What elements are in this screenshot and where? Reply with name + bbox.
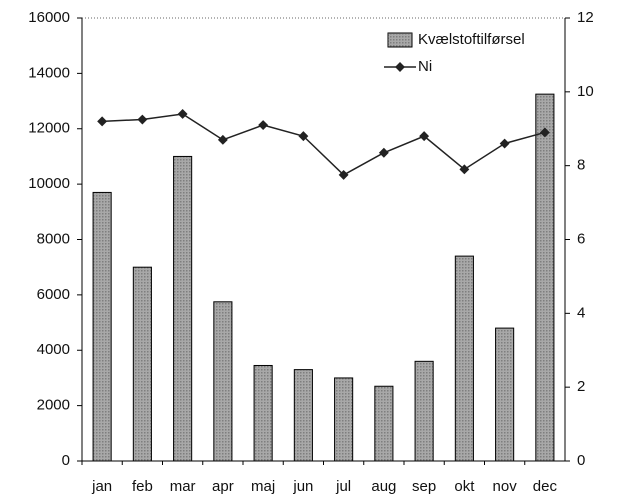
x-tick-label: apr [212,478,234,495]
y2-tick-label: 10 [577,83,594,100]
y-tick-label: 12000 [28,120,70,137]
legend-swatch-pattern [388,33,412,47]
bar [213,301,233,462]
y-tick-label: 0 [62,452,70,469]
line-marker [539,127,550,138]
x-tick-label: jun [292,478,313,495]
legend-marker [395,62,405,72]
y-tick-label: 8000 [37,230,70,247]
bar [535,93,555,462]
line [102,113,546,176]
line-marker [378,147,389,158]
x-tick-label: jan [91,478,112,495]
line-marker [258,120,269,131]
legend-label: Ni [418,58,432,75]
x-tick-label: mar [170,478,196,495]
y2-tick-label: 12 [577,9,594,26]
x-tick-label: aug [371,478,396,495]
line-marker [177,109,188,119]
bar [173,155,193,462]
bar [293,369,313,462]
bar [495,327,515,462]
x-tick-label: dec [533,478,558,495]
x-tick-label: sep [412,478,436,495]
bar [334,377,354,462]
y-tick-label: 2000 [37,397,70,414]
y2-tick-label: 0 [577,452,585,469]
y-tick-label: 10000 [28,175,70,192]
y2-tick-label: 8 [577,157,585,174]
y-tick-label: 4000 [37,341,70,358]
line-marker [137,114,148,125]
bar [414,360,434,462]
y-tick-label: 16000 [28,9,70,26]
line-marker [459,164,470,175]
legend-label: Kvælstoftilførsel [418,31,525,48]
x-tick-label: okt [454,478,475,495]
bar [454,255,474,462]
bar [374,385,394,462]
y-tick-label: 14000 [28,64,70,81]
x-tick-label: feb [132,478,153,495]
y-tick-label: 6000 [37,286,70,303]
line-marker [499,138,510,149]
bar [253,364,273,462]
y2-tick-label: 2 [577,378,585,395]
line-marker [338,169,349,180]
line-marker [97,116,108,127]
x-tick-label: jul [335,478,351,495]
x-tick-label: maj [251,478,275,495]
bar [132,266,152,462]
line-marker [217,134,228,145]
y2-tick-label: 4 [577,304,585,321]
x-tick-label: nov [493,478,518,495]
y2-tick-label: 6 [577,230,585,247]
line-marker [419,131,430,142]
line-marker [298,131,309,142]
bar [92,191,112,462]
